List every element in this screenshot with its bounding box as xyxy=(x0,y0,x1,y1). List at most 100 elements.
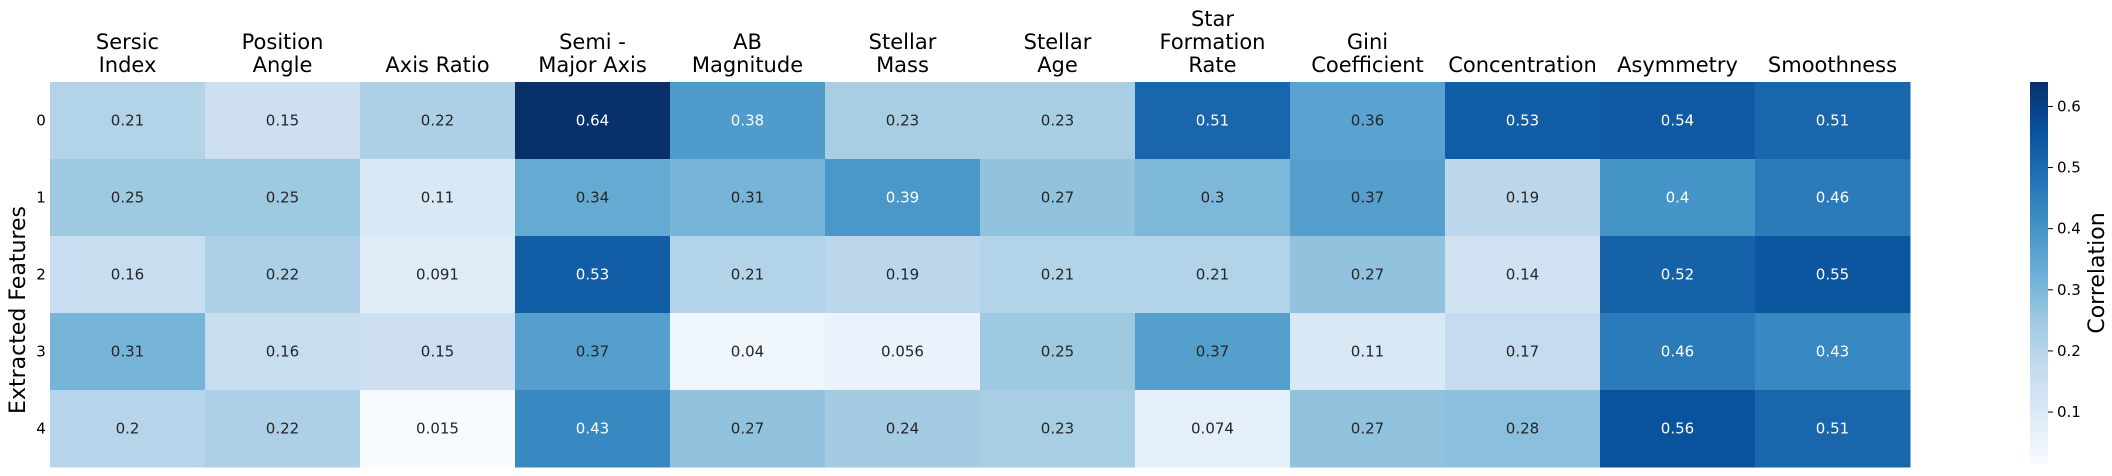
heatmap-cell xyxy=(1135,159,1291,237)
cell-value-label: 0.22 xyxy=(266,266,299,284)
column-label: Age xyxy=(1037,53,1078,77)
cell-value-label: 0.37 xyxy=(576,343,609,361)
heatmap-cell xyxy=(1600,313,1756,391)
cell-value-label: 0.36 xyxy=(1351,112,1384,130)
cell-value-label: 0.37 xyxy=(1196,343,1229,361)
cell-value-label: 0.43 xyxy=(576,420,609,438)
cell-value-label: 0.074 xyxy=(1191,420,1234,438)
cell-value-label: 0.015 xyxy=(416,420,459,438)
cell-value-label: 0.25 xyxy=(266,189,299,207)
heatmap-cell xyxy=(205,390,361,468)
heatmap-cell xyxy=(1290,159,1446,237)
cell-value-label: 0.23 xyxy=(1041,112,1074,130)
cell-value-label: 0.51 xyxy=(1816,420,1849,438)
cell-value-label: 0.23 xyxy=(1041,420,1074,438)
heatmap-cell xyxy=(1290,236,1446,314)
colorbar-tick-label: 0.1 xyxy=(2057,403,2081,421)
column-label: Rate xyxy=(1188,53,1236,77)
cell-value-label: 0.52 xyxy=(1661,266,1694,284)
colorbar-ticks: 0.1 0.2 0.3 0.4 0.5 0.6 xyxy=(2048,97,2081,421)
heatmap-cell xyxy=(670,390,826,468)
heatmap-cell xyxy=(980,236,1136,314)
column-label: Stellar xyxy=(1024,30,1092,54)
cell-value-label: 0.22 xyxy=(266,420,299,438)
heatmap-cells: 0.21 0.15 0.22 0.64 0.38 0.23 0.23 0.51 0.36 0.53… xyxy=(50,82,1911,468)
colorbar-tick-label: 0.5 xyxy=(2057,159,2081,177)
column-label: Gini xyxy=(1347,30,1388,54)
heatmap-cell xyxy=(515,390,671,468)
heatmap-cell xyxy=(1290,313,1446,391)
heatmap-cell xyxy=(1445,313,1601,391)
cell-value-label: 0.15 xyxy=(421,343,454,361)
heatmap-cell xyxy=(1135,236,1291,314)
cell-value-label: 0.46 xyxy=(1661,343,1694,361)
heatmap-cell xyxy=(1755,390,1911,468)
cell-value-label: 0.55 xyxy=(1816,266,1849,284)
heatmap-cell xyxy=(825,313,981,391)
column-label: Magnitude xyxy=(692,53,803,77)
column-label: Asymmetry xyxy=(1617,53,1738,77)
heatmap-cell xyxy=(515,313,671,391)
heatmap-cell xyxy=(1755,236,1911,314)
cell-value-label: 0.43 xyxy=(1816,343,1849,361)
heatmap-cell xyxy=(205,82,361,160)
cell-value-label: 0.27 xyxy=(731,420,764,438)
heatmap-cell xyxy=(515,82,671,160)
cell-value-label: 0.25 xyxy=(1041,343,1074,361)
heatmap-cell xyxy=(360,159,516,237)
cell-value-label: 0.21 xyxy=(111,112,144,130)
cell-value-label: 0.2 xyxy=(116,420,140,438)
cell-value-label: 0.37 xyxy=(1351,189,1384,207)
column-label: Formation xyxy=(1160,30,1266,54)
heatmap-cell xyxy=(1135,82,1291,160)
cell-value-label: 0.19 xyxy=(1506,189,1539,207)
y-axis-title: Extracted Features xyxy=(6,206,31,414)
heatmap-cell xyxy=(1600,236,1756,314)
heatmap-cell xyxy=(670,236,826,314)
cell-value-label: 0.11 xyxy=(421,189,454,207)
heatmap-cell xyxy=(50,313,206,391)
colorbar-tick-label: 0.6 xyxy=(2057,97,2081,115)
cell-value-label: 0.64 xyxy=(576,112,609,130)
cell-value-label: 0.091 xyxy=(416,266,459,284)
heatmap-cell xyxy=(205,159,361,237)
heatmap-cell xyxy=(1445,82,1601,160)
heatmap-cell xyxy=(50,390,206,468)
cell-value-label: 0.31 xyxy=(731,189,764,207)
cell-value-label: 0.39 xyxy=(886,189,919,207)
cell-value-label: 0.17 xyxy=(1506,343,1539,361)
cell-value-label: 0.53 xyxy=(576,266,609,284)
cell-value-label: 0.27 xyxy=(1351,266,1384,284)
cell-value-label: 0.23 xyxy=(886,112,919,130)
heatmap-cell xyxy=(825,236,981,314)
cell-value-label: 0.15 xyxy=(266,112,299,130)
cell-value-label: 0.22 xyxy=(421,112,454,130)
cell-value-label: 0.38 xyxy=(731,112,764,130)
heatmap-cell xyxy=(670,159,826,237)
heatmap-cell xyxy=(1445,236,1601,314)
heatmap-cell xyxy=(670,82,826,160)
column-label: Semi - xyxy=(559,30,626,54)
column-label: Concentration xyxy=(1448,53,1597,77)
cell-value-label: 0.25 xyxy=(111,189,144,207)
cell-value-label: 0.24 xyxy=(886,420,919,438)
heatmap-cell xyxy=(1135,313,1291,391)
column-label: Stellar xyxy=(869,30,937,54)
heatmap-cell xyxy=(205,313,361,391)
column-label: Index xyxy=(99,53,157,77)
column-label: Sersic xyxy=(96,30,159,54)
cell-value-label: 0.19 xyxy=(886,266,919,284)
heatmap-cell xyxy=(50,236,206,314)
heatmap-cell xyxy=(1755,159,1911,237)
heatmap-cell xyxy=(515,236,671,314)
row-labels: 0 1 2 3 4 xyxy=(36,112,46,438)
heatmap-cell xyxy=(1445,390,1601,468)
heatmap-cell xyxy=(980,390,1136,468)
cell-value-label: 0.27 xyxy=(1041,189,1074,207)
column-label: AB xyxy=(733,30,762,54)
cell-value-label: 0.56 xyxy=(1661,420,1694,438)
heatmap-cell xyxy=(980,159,1136,237)
heatmap-cell xyxy=(1290,390,1446,468)
colorbar-title: Correlation xyxy=(2085,212,2110,333)
column-label: Mass xyxy=(876,53,929,77)
